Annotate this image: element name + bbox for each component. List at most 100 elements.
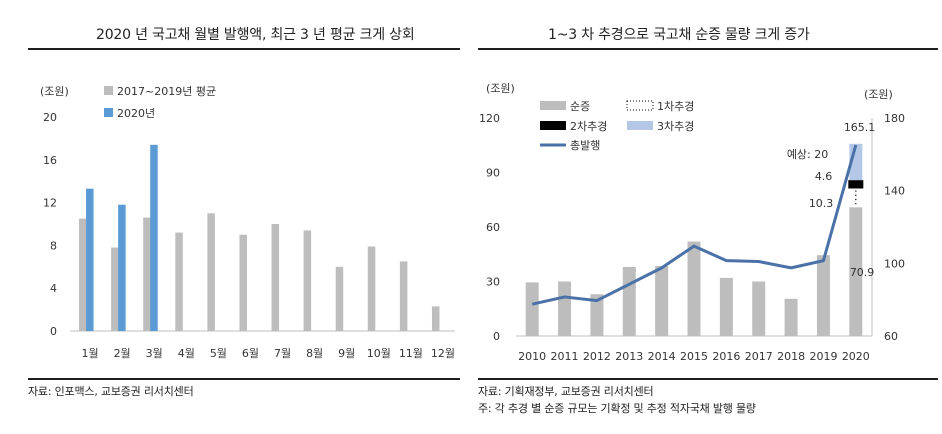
legend-label-1: 2017~2019년 평균 (117, 85, 216, 98)
y-tick-label: 8 (50, 239, 57, 252)
bar-net-2013 (622, 266, 636, 336)
bar-net-2015 (687, 241, 701, 336)
x-tick-label: 5월 (210, 347, 227, 360)
y-right-tick-label: 60 (884, 330, 898, 343)
legend-label-supp2: 2차추경 (570, 120, 607, 133)
x-tick-label: 10월 (367, 347, 391, 360)
left-source-rule (28, 378, 460, 380)
bar-avg-5 (207, 213, 215, 331)
bar-avg-12 (431, 306, 440, 331)
y-left-tick-label: 60 (486, 221, 500, 234)
bar-avg-7 (271, 224, 280, 331)
legend-swatch-supp1 (626, 100, 654, 111)
bar-2020-1 (86, 188, 94, 331)
x-tick-label: 2012 (583, 350, 611, 363)
bar-2020-2 (118, 204, 126, 331)
legend-label-supp1: 1차추경 (657, 100, 694, 113)
legend-label-net: 순증 (570, 100, 590, 113)
x-tick-label: 2010 (518, 350, 546, 363)
legend-label-total: 총발행 (570, 139, 600, 152)
x-tick-label: 2020 (842, 350, 870, 363)
x-tick-label: 8월 (306, 347, 323, 360)
right-source-line-1: 자료: 기획재정부, 교보증권 리서치센터 (478, 385, 654, 398)
x-tick-label: 7월 (274, 347, 291, 360)
y-left-tick-label: 30 (486, 276, 500, 289)
legend-swatch-2 (104, 108, 113, 117)
x-tick-label: 3월 (146, 347, 163, 360)
y-left-tick-label: 90 (486, 167, 500, 180)
y-tick-label: 0 (50, 325, 57, 338)
y-tick-label: 12 (43, 197, 57, 210)
bar-supp1-2020 (849, 188, 863, 208)
bar-net-2017 (752, 281, 766, 336)
bar-net-2016 (719, 277, 733, 336)
x-tick-label: 2월 (114, 347, 131, 360)
left-chart-panel: 2020 년 국고채 월별 발행액, 최근 3 년 평균 크게 상회 (조원) 2… (0, 0, 462, 434)
bar-avg-1 (79, 218, 87, 331)
line-total-issuance (531, 144, 858, 306)
bar-net-2011 (558, 281, 572, 336)
y-right-tick-label: 180 (884, 112, 905, 125)
y-left-tick-label: 120 (479, 112, 500, 125)
bar-avg-6 (239, 234, 247, 331)
right-title-rule (478, 48, 938, 50)
right-source-rule (478, 378, 938, 380)
legend-label-2: 2020년 (117, 107, 155, 120)
left-source-text: 자료: 인포맥스, 교보증권 리서치센터 (28, 385, 194, 398)
x-tick-label: 1월 (81, 347, 98, 360)
bar-net-2014 (655, 266, 669, 336)
x-tick-label: 4월 (178, 347, 195, 360)
bar-avg-8 (303, 230, 312, 331)
bar-net-2019 (816, 255, 830, 336)
y-left-tick-label: 0 (493, 330, 500, 343)
y-tick-label: 4 (50, 282, 57, 295)
legend-swatch-1 (104, 86, 113, 95)
x-tick-label: 9월 (338, 347, 355, 360)
x-tick-label: 2016 (712, 350, 740, 363)
x-tick-label: 11월 (399, 347, 423, 360)
bar-net-2012 (590, 294, 604, 336)
legend-swatch-net (540, 101, 566, 110)
bar-net-2018 (784, 298, 798, 336)
x-tick-label: 2011 (551, 350, 579, 363)
right-source-line-2: 주: 각 추경 별 순증 규모는 기확정 및 추정 적자국채 발행 물량 (478, 402, 756, 415)
annotation-total-2020: 165.1 (844, 121, 876, 134)
bar-avg-2 (111, 247, 119, 331)
x-tick-label: 2013 (615, 350, 643, 363)
right-right-unit-label: (조원) (864, 88, 893, 101)
bar-avg-10 (367, 246, 376, 331)
annotation-supp3-2020: 예상: 20 (787, 148, 828, 161)
left-title-rule (28, 48, 460, 50)
y-tick-label: 16 (43, 154, 57, 167)
x-tick-label: 2018 (777, 350, 805, 363)
annotation-net-2020: 70.9 (850, 266, 875, 279)
right-left-unit-label: (조원) (486, 82, 515, 95)
bar-avg-11 (399, 261, 408, 331)
bar-2020-3 (150, 144, 158, 331)
bar-avg-3 (143, 217, 151, 331)
right-chart-panel: 1~3 차 추경으로 국고채 순증 물량 크게 증가 (조원) (조원) 순증 1차추… (474, 0, 942, 434)
x-tick-label: 12월 (431, 347, 455, 360)
legend-label-supp3: 3차추경 (657, 120, 694, 133)
x-tick-label: 2017 (745, 350, 773, 363)
left-chart-title: 2020 년 국고채 월별 발행액, 최근 3 년 평균 크게 상회 (96, 27, 415, 43)
x-tick-label: 2019 (809, 350, 837, 363)
y-right-tick-label: 100 (884, 257, 905, 270)
annotation-supp1-2020: 10.3 (809, 197, 834, 210)
x-tick-label: 2015 (680, 350, 708, 363)
bar-net-2020 (849, 207, 863, 336)
left-bar-chart: (조원) 2017~2019년 평균 2020년 0 4 8 12 16 20 1월 2월 3월 4월 5… (40, 85, 455, 360)
bar-supp2-2020 (848, 180, 864, 189)
bar-avg-4 (175, 232, 183, 331)
y-right-tick-label: 140 (884, 185, 905, 198)
annotation-supp2-2020: 4.6 (815, 170, 833, 183)
left-y-unit-label: (조원) (40, 85, 69, 98)
right-chart-title: 1~3 차 추경으로 국고채 순증 물량 크게 증가 (548, 27, 810, 43)
x-tick-label: 2014 (648, 350, 676, 363)
legend-swatch-supp3 (627, 121, 653, 130)
x-tick-label: 6월 (242, 347, 259, 360)
bar-net-2010 (525, 282, 539, 336)
y-tick-label: 20 (43, 111, 57, 124)
legend-swatch-supp2 (540, 121, 566, 130)
